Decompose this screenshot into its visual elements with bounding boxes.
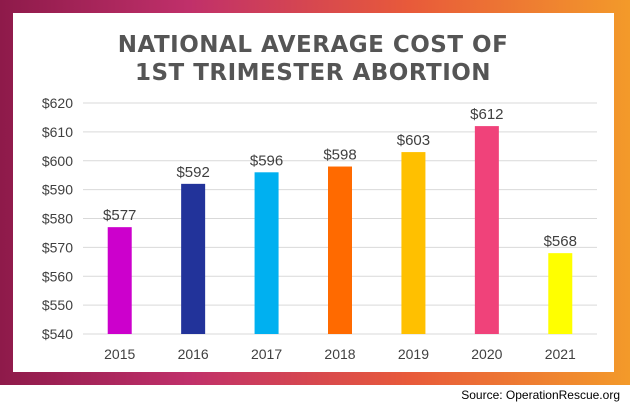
y-axis-ticks: $540 $550 $560 $570 $580 $590 $600 $610 $620 [42,95,73,342]
x-tick-label: 2018 [324,346,355,362]
bar-2021 [548,253,573,334]
y-tick-label: $570 [42,239,73,255]
bar-2019 [401,152,426,334]
data-label: $592 [176,164,209,181]
y-tick-label: $560 [42,268,73,284]
bar-2016 [181,183,206,334]
bar-2017 [254,172,279,334]
bar-2015 [107,227,132,334]
y-tick-label: $610 [42,124,73,140]
x-tick-label: 2017 [251,346,282,362]
y-tick-label: $550 [42,297,73,313]
data-label: $596 [250,152,283,169]
data-label: $603 [397,132,430,149]
y-tick-label: $580 [42,211,73,227]
x-tick-label: 2020 [471,346,502,362]
x-tick-label: 2021 [545,346,576,362]
bar-2018 [328,166,352,334]
data-label: $577 [103,207,136,224]
source-note: Source: OperationRescue.org [461,388,620,402]
x-tick-label: 2019 [398,346,429,362]
data-label: $598 [323,147,356,164]
y-tick-label: $600 [42,153,73,169]
x-tick-label: 2015 [104,346,135,362]
bar-chart: NATIONAL AVERAGE COST OF 1ST TRIMESTER A… [42,32,597,362]
y-tick-label: $620 [42,95,73,111]
chart-panel: NATIONAL AVERAGE COST OF 1ST TRIMESTER A… [13,13,614,372]
y-tick-label: $540 [42,326,73,342]
x-tick-label: 2016 [178,346,209,362]
y-tick-label: $590 [42,182,73,198]
data-label: $612 [470,106,503,123]
gradient-frame: NATIONAL AVERAGE COST OF 1ST TRIMESTER A… [0,0,630,385]
chart-title-line-2: 1ST TRIMESTER ABORTION [135,60,491,86]
bar-2020 [474,126,499,334]
data-labels: $577 $592 $596 $598 $603 $612 $568 [103,106,577,250]
data-label: $568 [544,233,577,250]
bars [107,126,573,334]
chart-title-line-1: NATIONAL AVERAGE COST OF [118,32,509,58]
x-axis-ticks: 2015 2016 2017 2018 2019 2020 2021 [104,346,576,362]
